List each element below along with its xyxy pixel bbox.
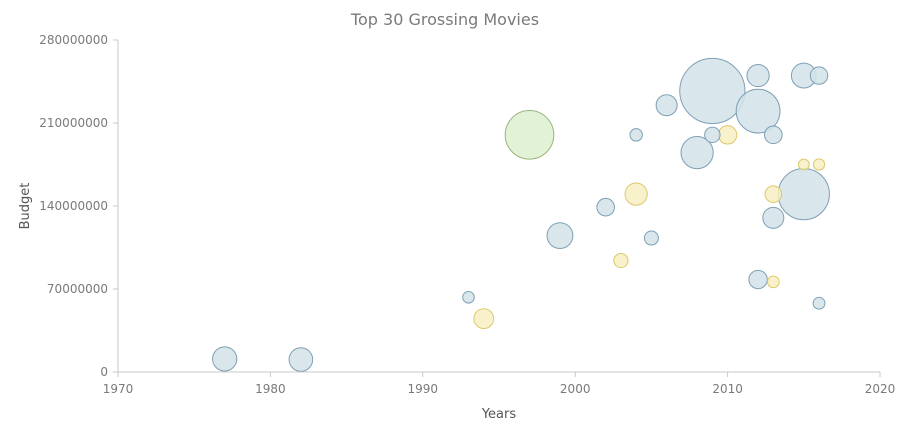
bubble-point[interactable] bbox=[624, 182, 648, 206]
y-tick-label: 210000000 bbox=[39, 116, 108, 130]
bubble-point[interactable] bbox=[812, 158, 826, 171]
x-axis-title: Years bbox=[481, 407, 517, 422]
x-tick-label: 2020 bbox=[865, 382, 896, 396]
y-axis-title: Budget bbox=[18, 183, 33, 230]
bubble-point[interactable] bbox=[473, 308, 495, 330]
bubble-point[interactable] bbox=[504, 110, 555, 160]
bubble-point[interactable] bbox=[764, 185, 783, 203]
bubble-point[interactable] bbox=[546, 222, 574, 250]
bubble-point[interactable] bbox=[288, 347, 314, 372]
bubble-point[interactable] bbox=[748, 269, 768, 290]
x-tick-label: 2010 bbox=[712, 382, 743, 396]
bubble-point[interactable] bbox=[717, 125, 738, 145]
bubble-point[interactable] bbox=[762, 206, 785, 229]
x-tick-label: 2000 bbox=[560, 382, 591, 396]
bubble-point[interactable] bbox=[735, 88, 781, 134]
y-tick-label: 0 bbox=[100, 365, 108, 379]
bubble-point[interactable] bbox=[704, 126, 721, 144]
x-tick-label: 1990 bbox=[408, 382, 439, 396]
bubble-point[interactable] bbox=[462, 291, 475, 304]
y-tick-label: 140000000 bbox=[39, 199, 108, 213]
x-tick-label: 1970 bbox=[103, 382, 134, 396]
bubble-point[interactable] bbox=[809, 66, 829, 85]
bubble-point[interactable] bbox=[613, 252, 629, 269]
bubble-point[interactable] bbox=[764, 125, 783, 145]
tick-labels: 1970 1980 1990 2000 2010 2020 0 70000000 1400000… bbox=[39, 33, 895, 396]
bubble-point[interactable] bbox=[643, 230, 659, 246]
bubble-point[interactable] bbox=[629, 128, 643, 142]
bubble-point[interactable] bbox=[777, 168, 830, 221]
bubble-point[interactable] bbox=[680, 136, 714, 170]
bubble-point[interactable] bbox=[212, 346, 238, 372]
bubble-point[interactable] bbox=[767, 275, 780, 289]
bubble-point[interactable] bbox=[746, 63, 770, 88]
chart-title: Top 30 Grossing Movies bbox=[350, 10, 539, 29]
bubble-point[interactable] bbox=[596, 197, 615, 217]
bubble-point[interactable] bbox=[812, 296, 826, 310]
y-tick-label: 280000000 bbox=[39, 33, 108, 47]
bubble-point[interactable] bbox=[679, 57, 746, 125]
bubble-point[interactable] bbox=[797, 158, 810, 171]
x-tick-label: 1980 bbox=[255, 382, 286, 396]
axes bbox=[117, 40, 880, 373]
y-tick-label: 70000000 bbox=[47, 282, 108, 296]
plot-area bbox=[212, 57, 830, 372]
bubble-point[interactable] bbox=[655, 94, 678, 117]
